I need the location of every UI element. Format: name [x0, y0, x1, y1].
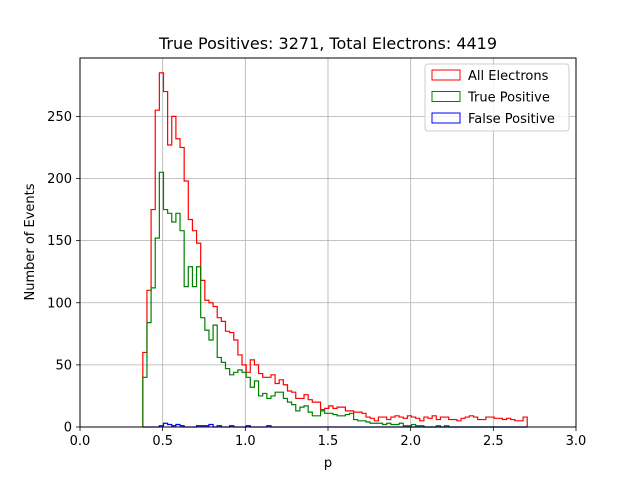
legend-swatch-all-electrons	[431, 69, 461, 81]
x-tick-label: 1.5	[318, 434, 339, 449]
series-true-positive-step	[142, 171, 528, 428]
y-tick-label: 100	[47, 296, 72, 311]
x-tick-label: 1.0	[235, 434, 256, 449]
legend-label-false-positive: False Positive	[468, 112, 555, 127]
y-tick-label: 250	[47, 110, 72, 125]
legend: All Electrons True Positive False Positive	[424, 63, 570, 132]
y-tick-label: 150	[47, 234, 72, 249]
legend-label-true-positive: True Positive	[467, 91, 550, 106]
x-tick-label: 3.0	[566, 434, 587, 449]
legend-label-all-electrons: All Electrons	[468, 69, 549, 84]
series-false-positive-step	[142, 422, 528, 428]
axis-ticks: 0.0 0.5 1.0 1.5 2.0 2.5 3.0 0 50 100 150 200 250	[47, 110, 586, 449]
x-tick-label: 0.0	[70, 434, 91, 449]
y-axis-label: Number of Events	[23, 183, 38, 300]
y-tick-label: 200	[47, 172, 72, 187]
x-tick-label: 2.5	[483, 434, 504, 449]
legend-swatch-false-positive	[431, 112, 461, 124]
legend-swatch-true-positive	[431, 91, 461, 102]
y-tick-label: 50	[55, 358, 72, 373]
chart-title: True Positives: 3271, Total Electrons: 4…	[158, 34, 497, 53]
x-axis-label: p	[324, 456, 332, 471]
legend-box	[424, 63, 570, 132]
x-tick-label: 0.5	[152, 434, 173, 449]
x-tick-label: 2.0	[400, 434, 421, 449]
y-tick-label: 0	[64, 421, 72, 436]
